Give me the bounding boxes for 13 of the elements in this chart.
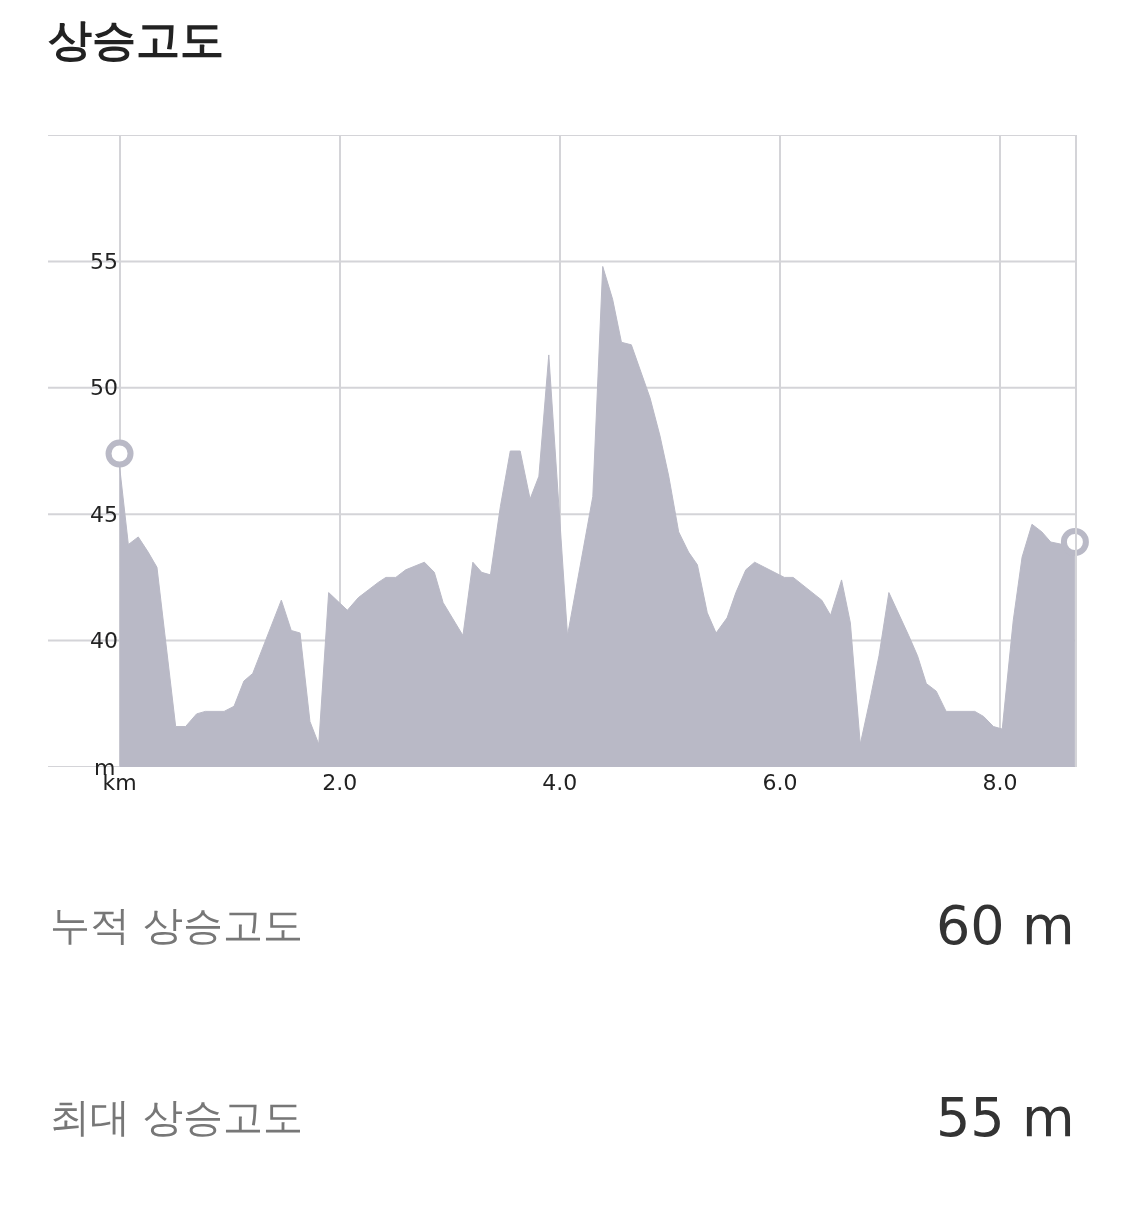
y-tick-label: 55 <box>90 249 118 274</box>
x-tick-label: 4.0 <box>542 770 578 795</box>
x-tick-label: 2.0 <box>322 770 358 795</box>
y-tick-label: 50 <box>90 375 118 400</box>
text: 최대 상승고도 <box>50 1094 303 1140</box>
text: 누적 상승고도 <box>50 902 303 948</box>
text: 60 m <box>936 894 1075 957</box>
text: 55 m <box>936 1086 1075 1149</box>
y-tick-label: 40 <box>90 628 118 653</box>
y-tick-label: 45 <box>90 502 118 527</box>
x-tick-label: 8.0 <box>982 770 1018 795</box>
chart-title: 상승고도 <box>48 14 224 66</box>
x-tick-label: 6.0 <box>762 770 798 795</box>
